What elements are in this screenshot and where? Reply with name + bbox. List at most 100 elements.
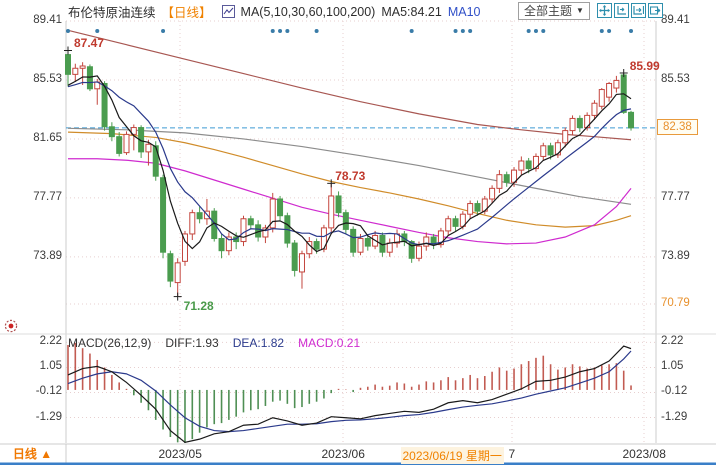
event-dots-layer[interactable]: [66, 29, 634, 33]
candle: [342, 212, 349, 230]
candle: [554, 142, 561, 156]
candle: [247, 218, 254, 226]
zoom-axis-left-icon[interactable]: [614, 3, 629, 18]
candle: [415, 245, 422, 259]
price-axis-label-left: 89.41: [33, 14, 62, 26]
date-axis-label: 2023/05: [158, 447, 202, 461]
candle: [218, 238, 225, 252]
event-dot[interactable]: [468, 29, 473, 33]
date-axis-label: 7: [508, 447, 516, 461]
candle: [489, 187, 496, 200]
event-dot[interactable]: [607, 29, 612, 33]
candle: [72, 67, 79, 75]
candle: [262, 227, 269, 238]
tab-daily-kline[interactable]: 日线 ▲: [12, 447, 53, 461]
candle: [598, 89, 605, 107]
ma200-line: [67, 29, 632, 141]
event-dot[interactable]: [95, 29, 100, 33]
date-axis-label: 2023/08: [622, 447, 666, 461]
macd-legend: MACD(26,12,9) DIFF:1.93 DEA:1.82 MACD:0.…: [68, 336, 360, 350]
instrument-title: 布伦特原油连续: [68, 6, 156, 20]
zoom-axis-right-icon[interactable]: [631, 3, 646, 18]
ma-settings-label[interactable]: MA(5,10,30,60,100,200): [240, 4, 376, 19]
candle: [452, 218, 459, 227]
gridlines: [66, 20, 656, 443]
diff-line: [67, 345, 632, 444]
candle: [467, 203, 474, 215]
event-dot[interactable]: [270, 29, 275, 33]
themes-dropdown[interactable]: 全部主题 ▼: [518, 2, 590, 20]
candle: [503, 174, 510, 183]
extreme-markers: [64, 46, 628, 301]
ma30-line: [68, 158, 632, 245]
event-dot[interactable]: [453, 29, 458, 33]
candle: [313, 241, 320, 250]
price-axis-label-right: 77.77: [661, 190, 690, 203]
diff-value-label: DIFF:1.93: [165, 336, 219, 350]
candle: [562, 130, 569, 144]
event-dot[interactable]: [599, 29, 604, 33]
candle: [269, 198, 276, 229]
candle: [123, 133, 130, 154]
event-dot[interactable]: [460, 29, 465, 33]
candle: [606, 82, 613, 98]
candle: [525, 160, 532, 170]
candle: [189, 212, 196, 235]
candle: [408, 241, 415, 259]
price-axis-label-left: 73.89: [33, 249, 62, 262]
event-dot[interactable]: [541, 29, 546, 33]
pan-move-icon[interactable]: [597, 3, 612, 18]
price-axis-label-right: 89.41: [661, 14, 690, 26]
candle: [350, 228, 357, 253]
event-dot[interactable]: [285, 29, 290, 33]
macd-axis-label-right: 2.22: [661, 335, 684, 348]
candle: [130, 127, 137, 135]
candle: [335, 195, 342, 214]
date-axis-label: 2023/06/19 星期一: [400, 447, 504, 464]
event-dot[interactable]: [161, 29, 166, 33]
macd-histogram: [67, 342, 632, 443]
candle: [108, 126, 115, 138]
event-dot[interactable]: [629, 29, 634, 33]
macd-axis-label-right: 1.05: [661, 360, 684, 373]
candle: [576, 117, 583, 129]
candle: [291, 242, 298, 271]
event-dot[interactable]: [526, 29, 531, 33]
indicator-eye-icon[interactable]: [3, 318, 19, 339]
pane-pop-out-icon[interactable]: [648, 3, 663, 18]
macd-axis-label-right: -0.12: [661, 385, 688, 398]
macd-axis-label-left: -0.12: [35, 385, 62, 398]
candle: [613, 79, 620, 89]
event-dot[interactable]: [533, 29, 538, 33]
ma60-line: [67, 131, 632, 228]
event-dot[interactable]: [66, 29, 70, 33]
macd-axis-label-left: -1.29: [35, 410, 62, 423]
event-dot[interactable]: [278, 29, 283, 33]
price-marker-label: 85.99: [629, 58, 660, 73]
candle: [474, 203, 481, 212]
candle: [386, 242, 393, 253]
candle: [101, 82, 108, 128]
candle: [196, 212, 203, 220]
chart-toolbar: [597, 3, 663, 18]
price-marker-label: 71.28: [183, 298, 214, 313]
candle: [65, 54, 71, 75]
last-price-box: 82.38: [657, 118, 698, 135]
ma5-line: [67, 75, 632, 253]
dea-value-label: DEA:1.82: [232, 336, 285, 350]
candle: [591, 102, 598, 116]
candle: [628, 111, 635, 129]
event-dot[interactable]: [314, 29, 319, 33]
candle: [496, 174, 503, 189]
price-axis-label-left: 77.77: [33, 190, 62, 203]
macd-axis-label-right: -1.29: [661, 410, 688, 423]
macd-axis-label-left: 2.22: [39, 335, 62, 348]
macd-params-label[interactable]: MACD(26,12,9): [68, 336, 152, 350]
candle: [160, 177, 167, 253]
price-axis-label-right: 73.89: [661, 249, 690, 262]
price-axis-label-left: 81.65: [33, 131, 62, 144]
candle: [152, 145, 159, 177]
event-dot[interactable]: [409, 29, 414, 33]
